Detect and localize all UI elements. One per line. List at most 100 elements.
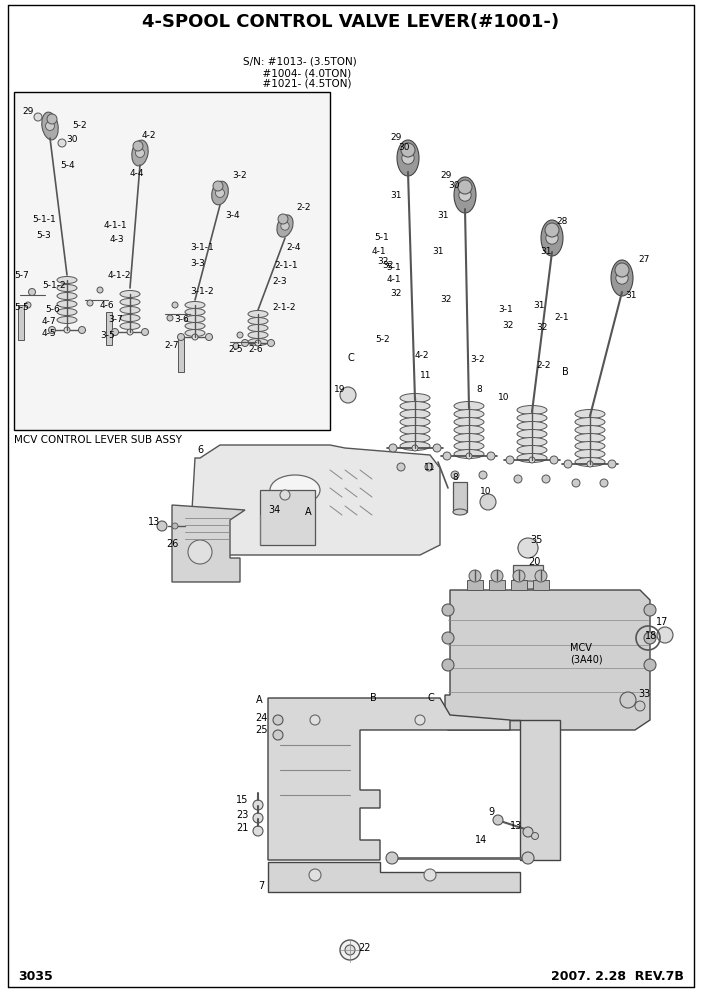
Text: MCV: MCV xyxy=(570,643,592,653)
Text: 4-1: 4-1 xyxy=(387,276,402,285)
Circle shape xyxy=(273,730,283,740)
Text: 29: 29 xyxy=(22,107,34,116)
Circle shape xyxy=(546,232,558,244)
Text: 31: 31 xyxy=(540,247,552,257)
Circle shape xyxy=(192,334,198,340)
Text: 4-7: 4-7 xyxy=(42,317,57,326)
Text: 2007. 2.28  REV.7B: 2007. 2.28 REV.7B xyxy=(551,969,684,982)
Circle shape xyxy=(48,326,55,333)
Text: 3-5: 3-5 xyxy=(100,330,114,339)
Circle shape xyxy=(389,444,397,452)
Text: 2-2: 2-2 xyxy=(536,360,550,369)
Circle shape xyxy=(241,339,249,346)
Circle shape xyxy=(233,343,239,349)
Polygon shape xyxy=(172,505,245,582)
Circle shape xyxy=(87,300,93,306)
Circle shape xyxy=(278,214,288,224)
Circle shape xyxy=(415,715,425,725)
Circle shape xyxy=(616,272,628,284)
Circle shape xyxy=(412,445,418,451)
Polygon shape xyxy=(533,580,549,590)
Text: 3-4: 3-4 xyxy=(225,210,239,219)
Text: 5-1-1: 5-1-1 xyxy=(32,215,55,224)
Circle shape xyxy=(178,333,185,340)
Ellipse shape xyxy=(397,140,419,176)
Ellipse shape xyxy=(541,220,563,256)
Ellipse shape xyxy=(454,449,484,458)
Circle shape xyxy=(550,456,558,464)
Text: 2-2: 2-2 xyxy=(296,203,310,212)
Text: 32: 32 xyxy=(536,323,548,332)
Circle shape xyxy=(542,475,550,483)
Circle shape xyxy=(309,869,321,881)
Ellipse shape xyxy=(575,449,605,458)
Ellipse shape xyxy=(212,182,228,204)
Circle shape xyxy=(600,479,608,487)
Text: 28: 28 xyxy=(556,217,567,226)
Text: MCV CONTROL LEVER SUB ASSY: MCV CONTROL LEVER SUB ASSY xyxy=(14,435,182,445)
Ellipse shape xyxy=(400,394,430,403)
Ellipse shape xyxy=(185,315,205,322)
Circle shape xyxy=(458,180,472,194)
Ellipse shape xyxy=(120,322,140,329)
Text: 17: 17 xyxy=(656,617,668,627)
Text: 32: 32 xyxy=(390,290,402,299)
Circle shape xyxy=(253,800,263,810)
Ellipse shape xyxy=(248,331,268,338)
Bar xyxy=(513,565,543,585)
Ellipse shape xyxy=(185,302,205,309)
Text: 2-1-1: 2-1-1 xyxy=(274,261,298,270)
Ellipse shape xyxy=(454,426,484,434)
Text: 2-7: 2-7 xyxy=(164,340,178,349)
Circle shape xyxy=(79,326,86,333)
Ellipse shape xyxy=(185,309,205,315)
Text: 3-2: 3-2 xyxy=(232,171,246,180)
Text: 31: 31 xyxy=(432,247,444,257)
Text: A: A xyxy=(305,507,312,517)
Text: 21: 21 xyxy=(236,823,249,833)
Ellipse shape xyxy=(454,434,484,442)
Polygon shape xyxy=(106,312,112,345)
Text: 13: 13 xyxy=(148,517,160,527)
Polygon shape xyxy=(178,337,184,372)
Ellipse shape xyxy=(517,406,547,415)
Polygon shape xyxy=(467,580,483,590)
Text: 2-4: 2-4 xyxy=(286,243,300,253)
Bar xyxy=(260,490,315,545)
Circle shape xyxy=(386,852,398,864)
Text: 11: 11 xyxy=(424,463,435,472)
Text: 33: 33 xyxy=(638,689,650,699)
Circle shape xyxy=(644,659,656,671)
Circle shape xyxy=(34,113,42,121)
Circle shape xyxy=(133,141,143,151)
Text: 2-1-2: 2-1-2 xyxy=(272,304,296,312)
Polygon shape xyxy=(268,698,510,860)
Circle shape xyxy=(213,181,223,191)
Text: 31: 31 xyxy=(437,211,449,220)
Text: 32: 32 xyxy=(502,320,513,329)
Text: 10: 10 xyxy=(498,394,510,403)
Circle shape xyxy=(644,632,656,644)
Text: 6: 6 xyxy=(197,445,203,455)
Circle shape xyxy=(587,461,593,467)
Ellipse shape xyxy=(57,316,77,323)
Ellipse shape xyxy=(518,545,538,551)
Text: 11: 11 xyxy=(420,370,432,380)
Text: 30: 30 xyxy=(66,136,77,145)
Bar xyxy=(453,482,467,512)
Text: 5-3: 5-3 xyxy=(36,230,51,239)
Ellipse shape xyxy=(454,418,484,427)
Ellipse shape xyxy=(248,324,268,331)
Ellipse shape xyxy=(575,418,605,427)
Text: 18: 18 xyxy=(645,631,657,641)
Circle shape xyxy=(401,143,415,157)
Text: 4-SPOOL CONTROL VALVE LEVER(#1001-): 4-SPOOL CONTROL VALVE LEVER(#1001-) xyxy=(143,13,559,31)
Circle shape xyxy=(615,263,629,277)
Circle shape xyxy=(572,479,580,487)
Circle shape xyxy=(493,815,503,825)
Circle shape xyxy=(47,114,57,124)
Text: 8: 8 xyxy=(452,473,458,482)
Text: 3-7: 3-7 xyxy=(108,315,123,324)
Circle shape xyxy=(280,490,290,500)
Ellipse shape xyxy=(454,441,484,450)
